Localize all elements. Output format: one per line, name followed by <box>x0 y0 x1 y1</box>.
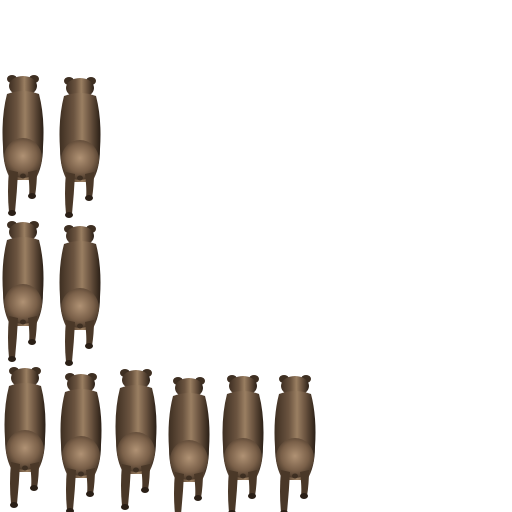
bear-sprite-frame-2 <box>54 74 106 220</box>
bear-sprite-frame-3 <box>0 218 49 364</box>
bear-sprite-frame-5 <box>0 364 51 510</box>
bear-sprite-frame-9 <box>217 372 269 512</box>
bear-sprite-frame-4 <box>54 222 106 368</box>
bear-sprite-frame-8 <box>163 374 215 512</box>
bear-sprite-frame-10 <box>269 372 321 512</box>
bear-sprite-frame-7 <box>110 366 162 512</box>
bear-sprite-frame-6 <box>55 370 107 512</box>
bear-sprite-frame-1 <box>0 72 49 218</box>
